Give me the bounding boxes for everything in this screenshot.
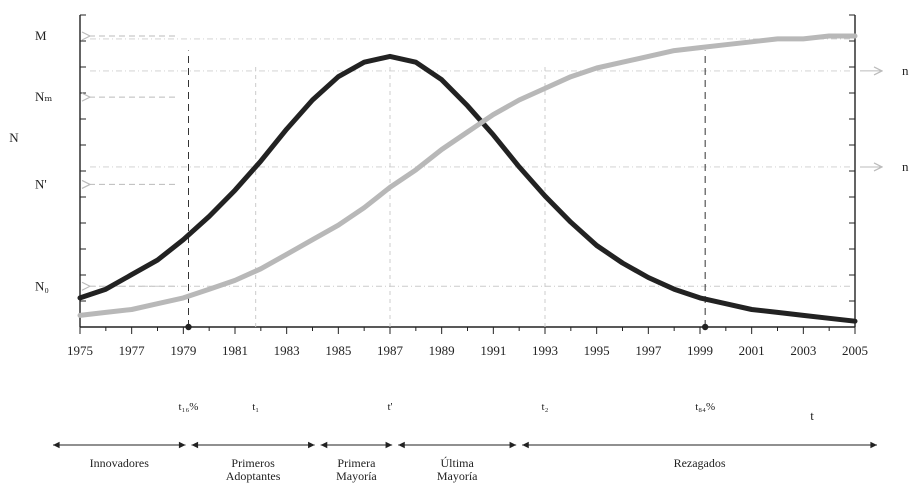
axis-labels: N M Nₘ N' N₀ n n t₁₆% t₁ t' t₂ t₈₄% t: [9, 28, 909, 423]
time-marker-label: t₁: [252, 401, 259, 413]
x-tick-label: 1977: [119, 343, 146, 358]
left-axis-label: Nₘ: [35, 89, 52, 104]
segment-label: Rezagados: [674, 456, 726, 470]
x-tick-label: 1983: [274, 343, 300, 358]
x-tick-label: 1991: [480, 343, 506, 358]
x-tick-label: 1989: [429, 343, 455, 358]
adoption-rate-curve: [77, 53, 858, 324]
marker-dot: [185, 323, 192, 331]
time-marker-label: t₂: [542, 401, 549, 413]
marker-dot: [701, 323, 709, 331]
x-tick-label: 1981: [222, 343, 248, 358]
segment-label: Primera Mayoría: [336, 456, 377, 483]
x-tick-label: 1985: [325, 343, 351, 358]
x-tick-label: 1975: [67, 343, 93, 358]
right-axis-label: n: [902, 159, 909, 174]
x-tick-label: 2001: [739, 343, 765, 358]
time-marker-label: t₁₆%: [179, 401, 199, 413]
segment-label: Primeros Adoptantes: [226, 456, 281, 483]
x-tick-label: 1987: [377, 343, 404, 358]
left-axis-label: M: [35, 28, 47, 43]
guide-lines: [90, 36, 882, 331]
adopter-segments: Innovadores Primeros Adoptantes Primera Mayo…: [53, 441, 877, 483]
left-axis-label: N₀: [35, 278, 49, 293]
x-tick-label: 2003: [790, 343, 816, 358]
x-axis-title: t: [810, 408, 814, 423]
x-tick-label: 1995: [584, 343, 610, 358]
cumulative-adoption-curve: [77, 33, 858, 318]
x-tick-label: 1993: [532, 343, 558, 358]
time-marker-label: t': [387, 401, 392, 413]
y-axis-title: N: [9, 130, 19, 145]
time-marker-label: t₈₄%: [695, 401, 715, 413]
left-axis-label: N': [35, 176, 47, 191]
x-tick-label: 2005: [842, 343, 868, 358]
x-tick-label: 1979: [170, 343, 196, 358]
segment-label: Innovadores: [90, 456, 150, 470]
right-axis-label: n: [902, 63, 909, 78]
segment-label: Última Mayoría: [437, 456, 478, 483]
x-tick-label: 1999: [687, 343, 713, 358]
series-lines: [77, 33, 858, 324]
x-tick-label: 1997: [635, 343, 662, 358]
axes: 1975 1977 1979 1981 1983 1985 1987 1989 1991 1993…: [67, 14, 868, 358]
